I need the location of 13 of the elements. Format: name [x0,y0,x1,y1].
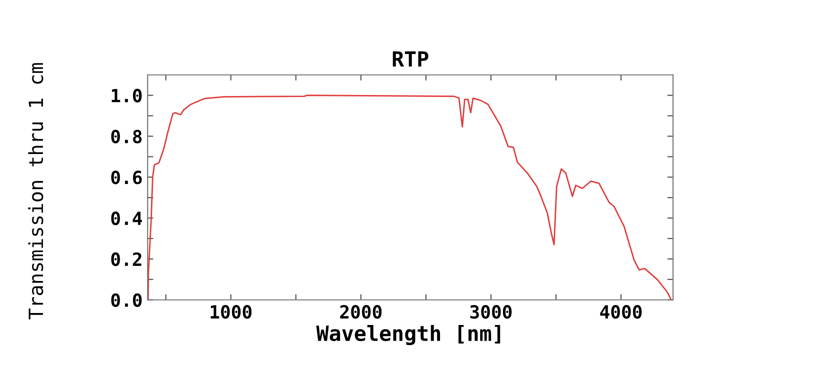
x-tick-label: 1000 [210,305,252,319]
x-axis-title: Wavelength [nm] [316,324,500,346]
y-axis-title: Transmission thru 1 cm [28,63,44,320]
y-tick-label: 0.4 [111,212,142,226]
y-tick-label: 0.2 [111,252,142,266]
chart-title: RTP [392,51,428,67]
y-tick-label: 1.0 [112,88,142,102]
y-tick-label: 0.8 [111,130,142,144]
y-tick-label: 0.0 [111,293,142,307]
x-tick-label: 2000 [340,305,382,319]
x-tick-label: 3000 [470,305,512,319]
y-tick-label: 0.6 [111,170,142,184]
x-tick-label: 4000 [600,305,642,319]
